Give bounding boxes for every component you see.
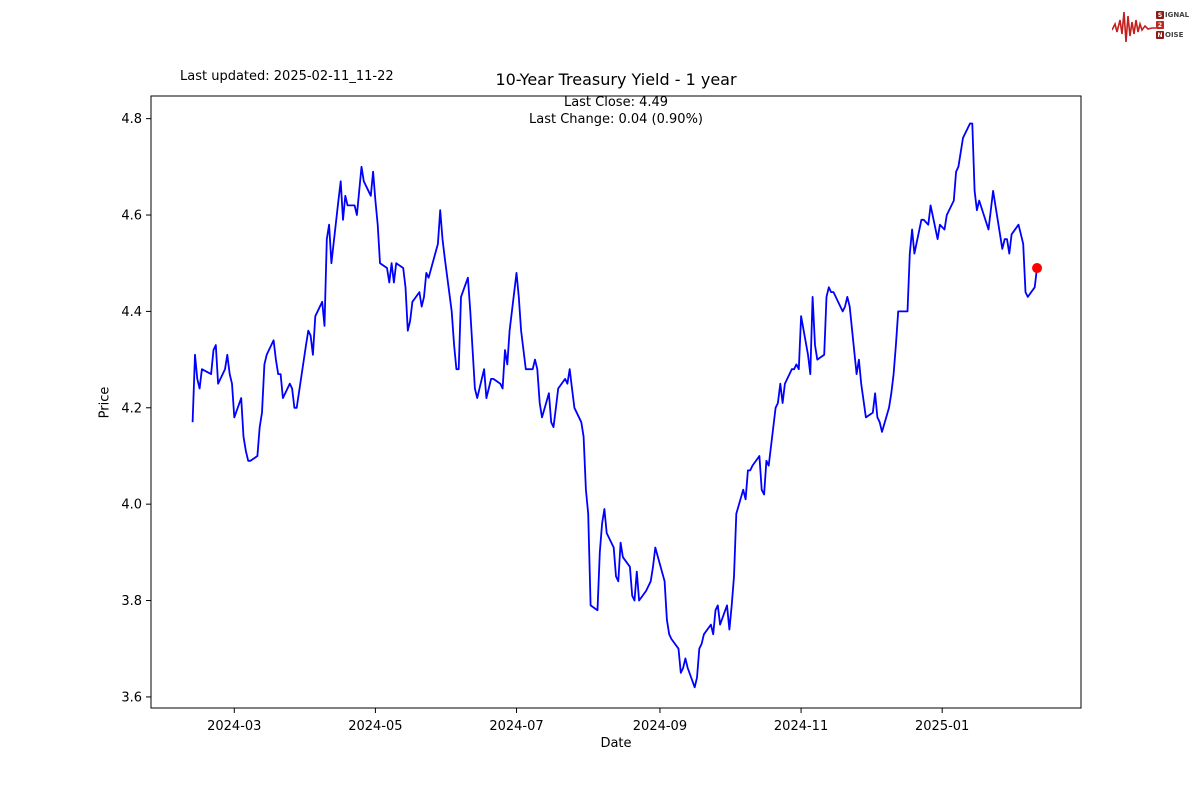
y-tick-label: 4.2 xyxy=(121,401,142,416)
logo-row-noise: N OISE xyxy=(1156,30,1189,40)
x-tick-label: 2024-11 xyxy=(774,719,828,734)
y-tick-label: 4.4 xyxy=(121,305,142,320)
y-tick-label: 4.8 xyxy=(121,112,142,127)
logo-badge-s: S xyxy=(1156,11,1164,19)
plot-frame xyxy=(150,95,1082,709)
y-tick-label: 4.6 xyxy=(121,209,142,224)
logo-text: S IGNAL 2 N OISE xyxy=(1156,10,1189,40)
x-tick-label: 2024-07 xyxy=(489,719,543,734)
logo-signal-text: IGNAL xyxy=(1165,10,1190,19)
x-tick-label: 2025-01 xyxy=(915,719,969,734)
last-close-dot xyxy=(1032,263,1043,274)
x-tick-label: 2024-03 xyxy=(207,719,261,734)
y-tick-label: 3.8 xyxy=(121,594,142,609)
yield-line xyxy=(191,122,1038,689)
x-axis-label: Date xyxy=(600,736,632,751)
y-tick-label: 3.6 xyxy=(121,690,142,705)
logo-row-signal: S IGNAL xyxy=(1156,10,1189,20)
waveform-icon xyxy=(1112,11,1156,43)
y-axis-label: Price xyxy=(97,386,113,419)
chart-subtitle-last-close: Last Close: 4.49 xyxy=(563,95,669,110)
logo-badge-2: 2 xyxy=(1156,21,1164,29)
y-tick-label: 4.0 xyxy=(121,498,142,513)
logo-badge-n: N xyxy=(1156,31,1164,39)
last-updated-text: Last updated: 2025-02-11_11-22 xyxy=(180,69,394,84)
chart-title: 10-Year Treasury Yield - 1 year xyxy=(495,70,737,89)
x-tick-label: 2024-05 xyxy=(348,719,402,734)
logo-row-2: 2 xyxy=(1156,20,1189,30)
logo-noise-text: OISE xyxy=(1165,30,1184,39)
x-tick-label: 2024-09 xyxy=(633,719,687,734)
signal2noise-logo: S IGNAL 2 N OISE xyxy=(1112,4,1192,48)
chart-subtitle-last-change: Last Change: 0.04 (0.90%) xyxy=(528,112,703,127)
